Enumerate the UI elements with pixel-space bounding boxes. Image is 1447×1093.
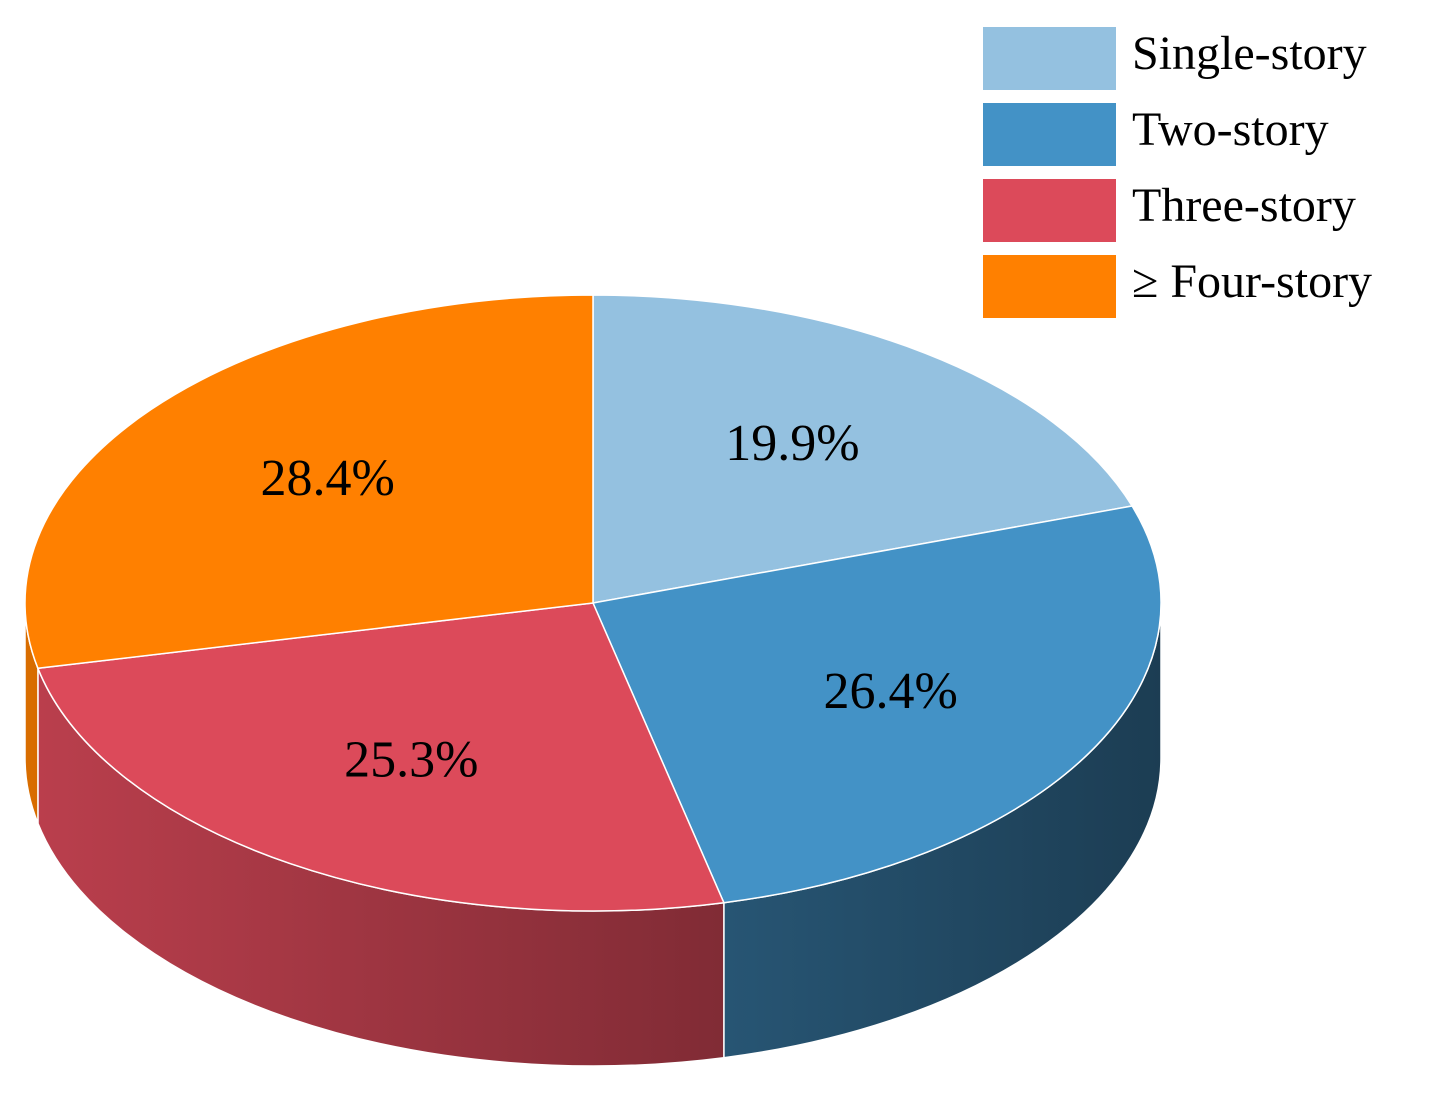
data-label: 19.9% bbox=[725, 415, 859, 472]
legend-swatch bbox=[983, 103, 1116, 166]
data-label: 25.3% bbox=[344, 731, 478, 788]
legend-label: Three-story bbox=[1132, 179, 1356, 232]
pie-slice bbox=[592, 294, 1134, 604]
legend-label: Single-story bbox=[1132, 27, 1367, 80]
legend-label: Two-story bbox=[1132, 103, 1329, 156]
legend-swatch bbox=[983, 179, 1116, 242]
pie-slice bbox=[591, 505, 1162, 904]
legend-swatch bbox=[983, 255, 1116, 318]
data-label: 26.4% bbox=[823, 663, 957, 720]
data-label: 28.4% bbox=[261, 450, 395, 507]
legend-label: ≥ Four-story bbox=[1132, 255, 1372, 308]
pie-slice bbox=[36, 602, 725, 912]
legend-swatch bbox=[983, 27, 1116, 90]
pie-slice bbox=[24, 294, 594, 670]
